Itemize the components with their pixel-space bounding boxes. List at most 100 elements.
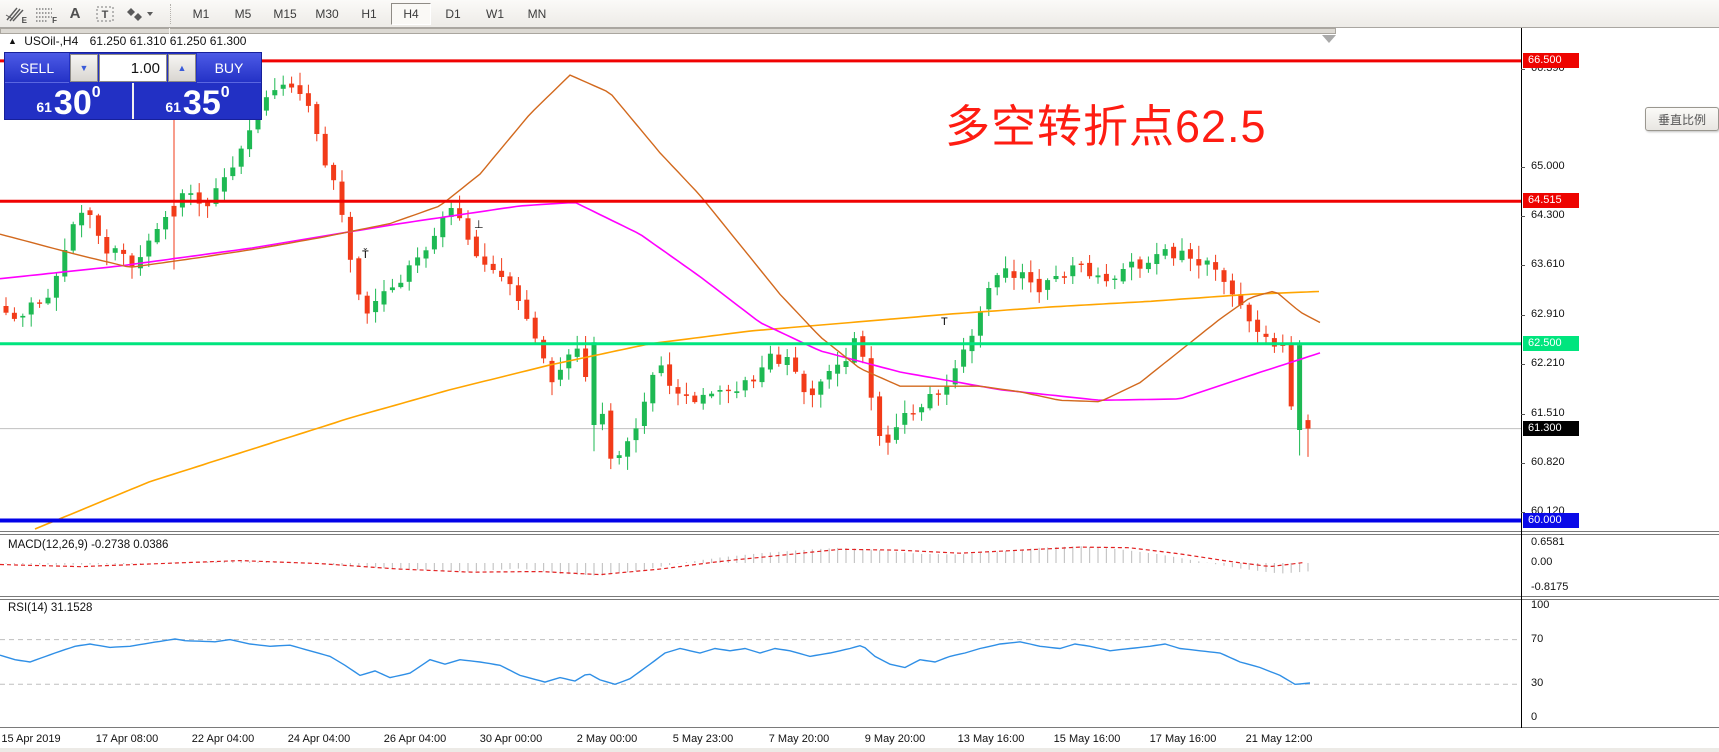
buy-button[interactable]: BUY [197, 53, 261, 83]
time-axis-label: 9 May 20:00 [864, 733, 926, 745]
collapse-triangle-icon[interactable]: ▲ [8, 36, 17, 46]
time-axis-label: 17 May 16:00 [1149, 733, 1217, 745]
macd-axis-label: -0.8175 [1531, 580, 1569, 593]
chart-object-mark[interactable]: Ť [362, 249, 369, 262]
icon-sub-label: E [21, 15, 27, 25]
vertical-scale-button[interactable]: 垂直比例 [1645, 107, 1719, 131]
time-axis-label: 21 May 12:00 [1245, 733, 1313, 745]
bottom-edge [0, 748, 1719, 752]
buy-price-major: 61 [165, 99, 181, 115]
sell-price-major: 61 [36, 99, 52, 115]
text-box-icon[interactable]: T [90, 2, 120, 26]
macd-signal-line [0, 546, 1305, 576]
rsi-axis-label: 70 [1531, 632, 1544, 645]
time-axis-label: 30 Apr 00:00 [479, 733, 543, 745]
time-axis-label: 7 May 20:00 [768, 733, 830, 745]
symbol-header: ▲ USOil-,H4 61.250 61.310 61.250 61.300 [8, 34, 246, 48]
price-axis-label: 60.820 [1531, 455, 1565, 468]
axis-tick [1521, 167, 1525, 168]
horizontal-scrollbar[interactable] [0, 28, 1336, 34]
scrollbar-notch [169, 28, 170, 34]
time-axis-label: 24 Apr 04:00 [287, 733, 351, 745]
buy-price-pips: 35 [182, 84, 221, 122]
sell-button[interactable]: SELL [5, 53, 69, 83]
svg-text:T: T [102, 9, 109, 21]
chart-object-mark[interactable]: T [941, 315, 948, 328]
rsi-axis-label: 100 [1531, 599, 1550, 611]
symbol-name: USOil-,H4 [24, 34, 79, 48]
timeframe-button-m15[interactable]: M15 [273, 6, 297, 21]
pane-separator[interactable] [0, 531, 1719, 532]
price-badge-61.300: 61.300 [1523, 420, 1579, 436]
time-axis-label: 26 Apr 04:00 [383, 733, 447, 745]
price-axis-border [1521, 27, 1522, 728]
axis-tick [1521, 314, 1525, 316]
pane-separator[interactable] [0, 596, 1719, 597]
macd-label: MACD(12,26,9) -0.2738 0.0386 [8, 539, 169, 551]
rsi-axis-label: 0 [1531, 710, 1538, 723]
timeframe-button-d1[interactable]: D1 [445, 6, 461, 21]
macd-histogram [5, 546, 1309, 576]
fibonacci-grid-icon[interactable]: F [30, 2, 60, 26]
ma-mid-line [0, 201, 1321, 402]
rsi-axis-label: 30 [1531, 677, 1544, 690]
sell-price-point: 0 [91, 84, 101, 101]
toolbar-separator [170, 3, 172, 24]
price-axis-label: 62.910 [1531, 307, 1565, 320]
price-axis-label: 64.300 [1531, 209, 1565, 222]
time-axis-label: 17 Apr 08:00 [95, 733, 159, 745]
timeframe-buttons: M1 M5 M15 M30 H1 H4 D1 W1 MN [180, 2, 558, 25]
price-axis-label: 63.610 [1531, 258, 1565, 271]
price-axis-label: 62.210 [1531, 357, 1565, 370]
pane-separator [0, 534, 1719, 535]
axis-tick [1521, 265, 1525, 267]
ma-fast-line [0, 74, 1321, 403]
arrows-icon[interactable] [120, 2, 160, 26]
rsi-label: RSI(14) 31.1528 [8, 602, 93, 614]
ma-slow-line [34, 290, 1320, 530]
time-axis-label: 2 May 00:00 [576, 733, 638, 745]
macd-axis-label: 0.6581 [1531, 535, 1565, 548]
timeframe-button-h4[interactable]: H4 [391, 2, 431, 25]
price-badge-66.500: 66.500 [1523, 52, 1579, 68]
one-click-trade-panel: SELL ▼ ▲ BUY 61 30 0 61 35 0 [4, 52, 262, 120]
axis-tick [1521, 364, 1525, 366]
timeframe-button-m5[interactable]: M5 [234, 6, 252, 21]
volume-increase-button[interactable]: ▲ [168, 54, 196, 82]
buy-price[interactable]: 61 35 0 [134, 83, 261, 122]
pitchfork-icon[interactable]: E [0, 2, 30, 26]
price-badge-64.515: 64.515 [1523, 193, 1579, 209]
axis-tick [1521, 462, 1525, 464]
macd-axis-label: 0.00 [1531, 556, 1553, 568]
timeframe-button-m30[interactable]: M30 [315, 6, 339, 21]
time-axis-label: 5 May 23:00 [672, 733, 734, 745]
time-axis-label: 15 May 16:00 [1053, 733, 1121, 745]
text-label-icon[interactable]: A [69, 5, 81, 22]
axis-tick [1521, 68, 1525, 70]
buy-price-point: 0 [220, 84, 230, 101]
price-axis-label: 65.000 [1531, 160, 1565, 172]
timeframe-button-mn[interactable]: MN [527, 6, 547, 21]
chart-object-mark[interactable]: ⊥ [474, 218, 484, 231]
timeframe-button-m1[interactable]: M1 [192, 6, 210, 21]
axis-tick [1521, 413, 1525, 415]
chart-shift-marker-icon[interactable] [1322, 35, 1336, 43]
price-axis-label: 61.510 [1531, 406, 1565, 419]
rsi-line [0, 638, 1311, 686]
axis-tick [1521, 216, 1525, 218]
price-badge-62.500: 62.500 [1523, 335, 1579, 351]
pane-separator [0, 599, 1719, 600]
time-axis-label: 13 May 16:00 [957, 733, 1025, 745]
time-axis-label: 22 Apr 04:00 [191, 733, 255, 745]
volume-decrease-button[interactable]: ▼ [70, 54, 98, 82]
time-axis-border [0, 727, 1719, 728]
sell-price-pips: 30 [53, 84, 92, 122]
sell-price[interactable]: 61 30 0 [5, 83, 134, 122]
price-badge-60.000: 60.000 [1523, 512, 1579, 528]
ohlc-values: 61.250 61.310 61.250 61.300 [89, 34, 247, 48]
volume-input[interactable] [99, 54, 167, 82]
timeframe-button-w1[interactable]: W1 [486, 6, 504, 21]
timeframe-button-h1[interactable]: H1 [361, 6, 377, 21]
chart-annotation-text: 多空转折点62.5 [945, 101, 1267, 152]
